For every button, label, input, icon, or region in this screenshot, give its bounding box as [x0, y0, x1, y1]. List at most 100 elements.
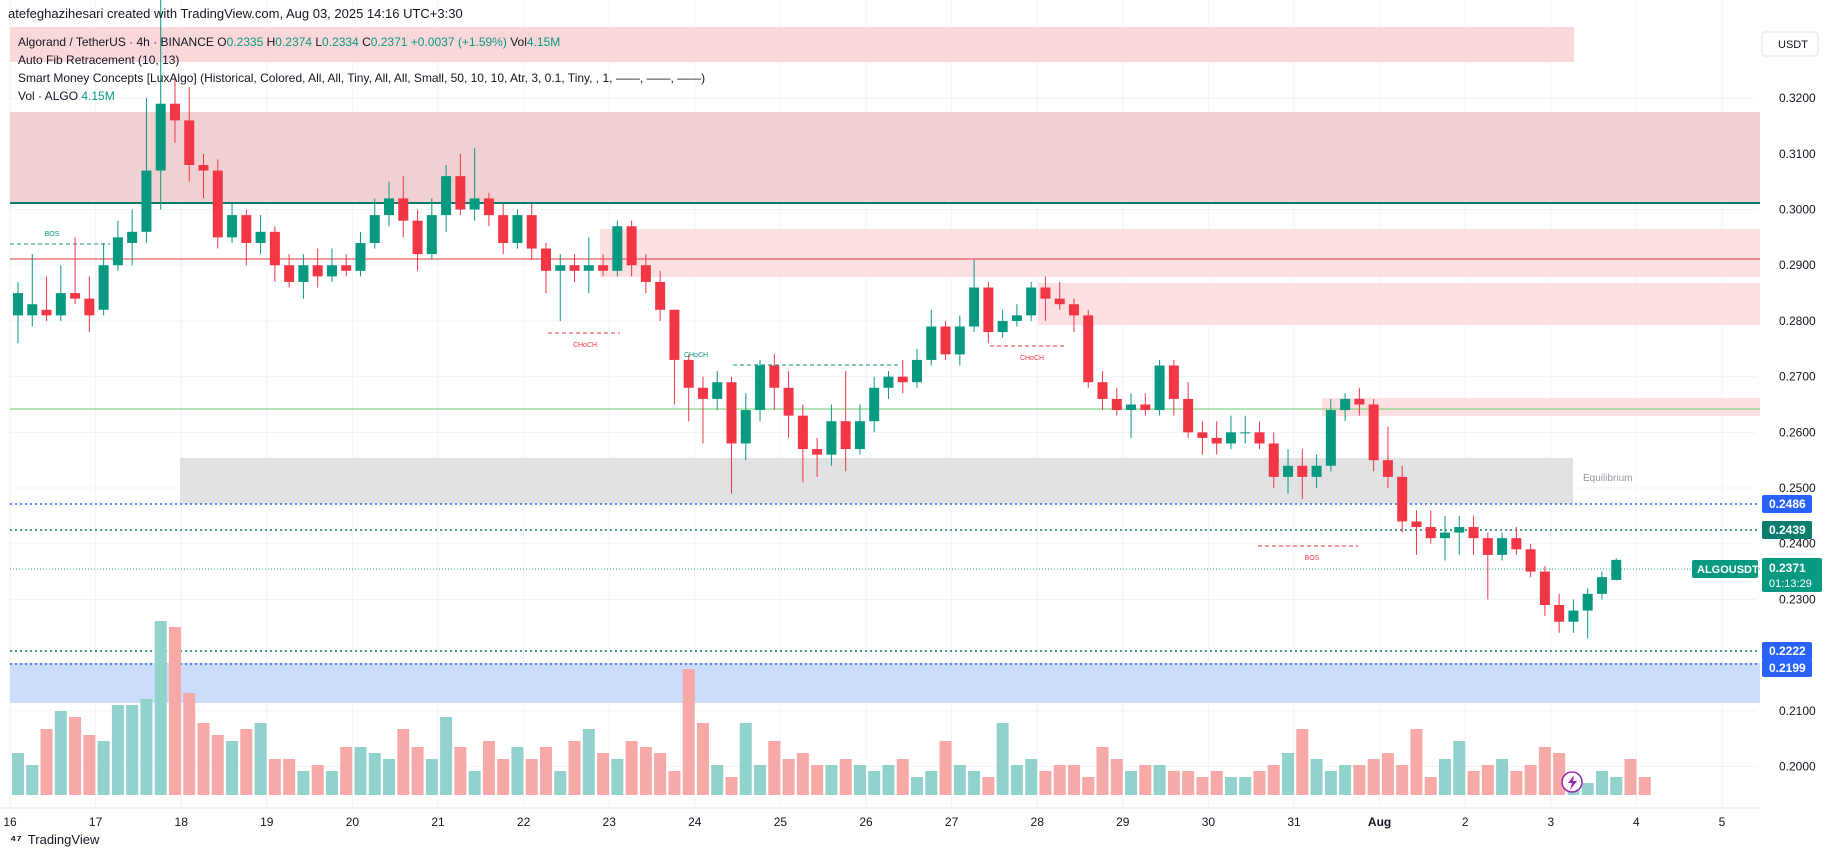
- candle-body: [369, 215, 380, 243]
- candle-body: [269, 231, 280, 266]
- candle-body: [27, 304, 38, 316]
- volume-bar: [811, 765, 824, 795]
- candle: [483, 192, 494, 227]
- candle: [469, 148, 480, 221]
- candle-body: [127, 231, 138, 243]
- candle-body: [1325, 410, 1336, 466]
- symbol-title[interactable]: Algorand / TetherUS · 4h · BINANCE: [18, 35, 214, 49]
- volume-bar: [154, 621, 167, 795]
- volume-bar: [568, 741, 581, 795]
- price-badge-label: 0.2486: [1769, 497, 1806, 511]
- volume-bar: [1267, 765, 1280, 795]
- volume-bar: [825, 765, 838, 795]
- open-label: O: [217, 35, 227, 49]
- volume-bar: [1367, 759, 1380, 795]
- currency-button[interactable]: USDT: [1761, 31, 1819, 57]
- candle-body: [1111, 398, 1122, 411]
- candle-body: [1197, 432, 1208, 438]
- volume-bar: [54, 711, 67, 795]
- candle-body: [1482, 538, 1493, 555]
- time-tick-label: 25: [774, 815, 788, 829]
- indicator-fib[interactable]: Auto Fib Retracement (10, 13): [18, 53, 180, 67]
- candle-body: [583, 265, 594, 271]
- volume-bar: [839, 759, 852, 795]
- annotation-label: CHoCH: [684, 352, 708, 359]
- lightning-icon[interactable]: [1561, 771, 1583, 793]
- candle: [70, 237, 81, 305]
- low-label: L: [315, 35, 323, 49]
- candle-body: [1040, 287, 1051, 299]
- volume-bar: [354, 747, 367, 795]
- volume-bar: [140, 699, 153, 795]
- volume-value: 4.15M: [526, 35, 561, 49]
- time-tick-label: 21: [431, 815, 445, 829]
- candle: [1340, 393, 1351, 422]
- candle: [84, 276, 95, 333]
- candle: [1068, 298, 1079, 333]
- volume-bar: [1496, 759, 1509, 795]
- candle-body: [1454, 527, 1465, 533]
- candle-body: [1582, 593, 1593, 611]
- candle-body: [826, 421, 837, 455]
- volume-bar: [597, 753, 610, 795]
- volume-bar: [226, 741, 239, 795]
- volume-bar: [1467, 771, 1480, 795]
- candle: [355, 231, 366, 277]
- volume-series-value: 4.15M: [81, 89, 115, 103]
- candle: [298, 254, 309, 299]
- candle: [1211, 421, 1222, 455]
- candle-body: [1596, 577, 1607, 594]
- candle: [783, 371, 794, 438]
- order-block-3: [1322, 398, 1760, 416]
- candle-body: [498, 215, 509, 243]
- indicator-smc[interactable]: Smart Money Concepts [LuxAlgo] (Historic…: [18, 71, 706, 85]
- candle-body: [626, 226, 637, 266]
- volume-bar: [968, 771, 981, 795]
- candle: [797, 404, 808, 483]
- volume-bar: [311, 765, 324, 795]
- volume-bar: [696, 723, 709, 795]
- candle: [1325, 398, 1336, 472]
- candle: [1097, 371, 1108, 411]
- candle-body: [1539, 571, 1550, 606]
- volume-bar: [26, 765, 39, 795]
- candle: [1040, 276, 1051, 321]
- candle-body: [1411, 521, 1422, 528]
- candle: [13, 281, 23, 344]
- candle: [726, 376, 737, 494]
- candle-body: [169, 103, 180, 121]
- volume-bar: [240, 729, 253, 795]
- candle: [740, 393, 751, 461]
- candle-body: [712, 382, 723, 399]
- volume-series-row[interactable]: Vol · ALGO 4.15M: [18, 87, 705, 105]
- candle-body: [227, 215, 238, 238]
- volume-bar: [582, 729, 595, 795]
- candle-body: [1368, 404, 1379, 461]
- volume-bar: [1595, 771, 1608, 795]
- tradingview-brand: TradingView: [27, 832, 100, 847]
- volume-bar: [83, 735, 96, 795]
- candle: [441, 164, 452, 232]
- volume-bar: [782, 759, 795, 795]
- candle-body: [1154, 365, 1165, 411]
- volume-bar: [1510, 771, 1523, 795]
- candle: [98, 242, 109, 316]
- candle-body: [726, 382, 737, 444]
- candle: [769, 354, 780, 411]
- annotation-label: Equilibrium: [1583, 473, 1632, 484]
- time-tick-label: 18: [175, 815, 189, 829]
- volume-bar: [325, 771, 338, 795]
- time-tick-label: 3: [1547, 815, 1554, 829]
- candle: [212, 159, 223, 249]
- candle-body: [212, 170, 223, 238]
- time-tick-label: 28: [1031, 815, 1045, 829]
- candles: [13, 0, 1622, 639]
- volume-bar: [1339, 765, 1352, 795]
- tradingview-logo[interactable]: ⁴⁷ TradingView: [10, 832, 99, 847]
- candle-body: [598, 265, 609, 271]
- volume-bar: [97, 741, 110, 795]
- candle-body: [840, 421, 851, 450]
- volume-bar: [896, 759, 909, 795]
- candle: [1183, 382, 1194, 438]
